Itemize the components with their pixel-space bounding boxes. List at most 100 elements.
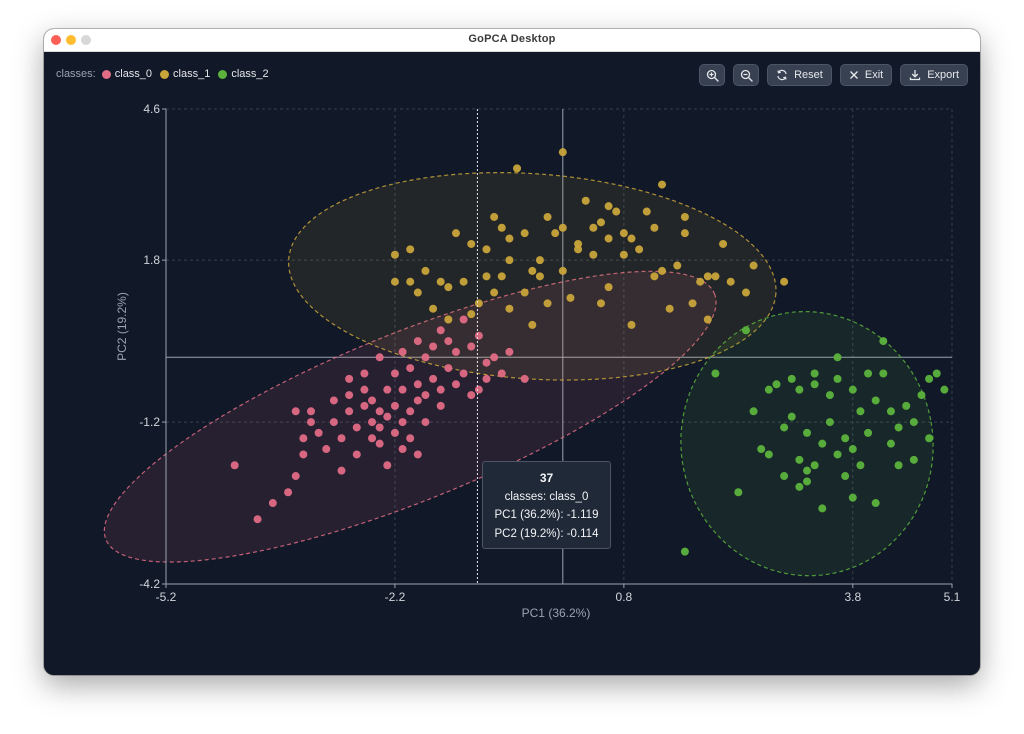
data-point-class_2-2[interactable] [734, 488, 743, 497]
data-point-class_1-55[interactable] [726, 277, 735, 286]
data-point-class_2-24[interactable] [848, 385, 857, 394]
scatter-plot[interactable]: -5.2 -2.2 0.8 3.8 5.1 -4.2 -1.2 1.8 4.6 PC1 (36.2… [44, 52, 980, 675]
data-point-class_2-52[interactable] [741, 326, 750, 335]
data-point-class_0-65[interactable] [345, 374, 354, 383]
data-point-class_1-8[interactable] [444, 315, 453, 324]
data-point-class_2-1[interactable] [711, 369, 720, 378]
data-point-class_1-39[interactable] [612, 207, 621, 216]
data-point-class_0-14[interactable] [345, 407, 354, 416]
data-point-class_0-7[interactable] [306, 407, 315, 416]
data-point-class_0-6[interactable] [306, 418, 315, 427]
reset-button[interactable]: Reset [767, 64, 832, 86]
data-point-class_1-42[interactable] [627, 320, 636, 329]
data-point-class_1-37[interactable] [604, 234, 613, 243]
data-point-class_0-54[interactable] [467, 391, 476, 400]
data-point-class_0-27[interactable] [383, 412, 392, 421]
data-point-class_1-29[interactable] [551, 229, 560, 238]
data-point-class_2-5[interactable] [772, 380, 781, 389]
data-point-class_0-50[interactable] [451, 347, 460, 356]
data-point-class_1-71[interactable] [658, 266, 667, 275]
data-point-class_2-44[interactable] [879, 369, 888, 378]
data-point-class_1-43[interactable] [635, 245, 644, 254]
data-point-class_0-61[interactable] [520, 374, 529, 383]
data-point-class_0-59[interactable] [497, 369, 506, 378]
data-point-class_2-3[interactable] [749, 407, 758, 416]
data-point-class_2-53[interactable] [764, 385, 773, 394]
data-point-class_1-45[interactable] [650, 272, 659, 281]
data-point-class_1-47[interactable] [665, 304, 674, 313]
data-point-class_0-1[interactable] [268, 499, 277, 508]
data-point-class_0-18[interactable] [360, 401, 369, 410]
data-point-class_0-24[interactable] [375, 439, 384, 448]
data-point-class_0-22[interactable] [368, 396, 377, 405]
data-point-class_1-68[interactable] [780, 277, 789, 286]
data-point-class_1-5[interactable] [421, 266, 430, 275]
data-point-class_0-67[interactable] [413, 337, 422, 346]
data-point-class_2-45[interactable] [833, 353, 842, 362]
data-point-class_1-51[interactable] [696, 277, 705, 286]
data-point-class_1-64[interactable] [589, 223, 598, 232]
data-point-class_0-62[interactable] [436, 326, 445, 335]
data-point-class_1-18[interactable] [497, 223, 506, 232]
data-point-class_0-43[interactable] [421, 391, 430, 400]
data-point-class_0-0[interactable] [230, 461, 239, 470]
data-point-class_0-64[interactable] [360, 369, 369, 378]
data-point-class_1-34[interactable] [581, 196, 590, 205]
data-point-class_2-47[interactable] [757, 445, 766, 454]
data-point-class_0-38[interactable] [413, 450, 422, 459]
data-point-class_0-12[interactable] [337, 466, 346, 475]
data-point-class_0-10[interactable] [329, 418, 338, 427]
data-point-class_0-28[interactable] [383, 461, 392, 470]
data-point-class_2-31[interactable] [871, 396, 880, 405]
minimize-window-button[interactable] [66, 35, 76, 45]
data-point-class_0-21[interactable] [368, 434, 377, 443]
data-point-class_0-63[interactable] [375, 353, 384, 362]
data-point-class_0-32[interactable] [398, 385, 407, 394]
data-point-class_2-43[interactable] [940, 385, 949, 394]
data-point-class_0-71[interactable] [474, 385, 483, 394]
data-point-class_2-20[interactable] [833, 450, 842, 459]
data-point-class_1-12[interactable] [467, 310, 476, 319]
data-point-class_2-41[interactable] [925, 434, 934, 443]
data-point-class_0-45[interactable] [429, 342, 438, 351]
data-point-class_1-44[interactable] [642, 207, 651, 216]
data-point-class_2-9[interactable] [795, 482, 804, 491]
data-point-class_1-25[interactable] [528, 320, 537, 329]
data-point-class_1-49[interactable] [680, 229, 689, 238]
data-point-class_2-27[interactable] [856, 461, 865, 470]
data-point-class_1-52[interactable] [703, 315, 712, 324]
data-point-class_1-60[interactable] [535, 272, 544, 281]
data-point-class_0-40[interactable] [413, 380, 422, 389]
data-point-class_2-34[interactable] [886, 439, 895, 448]
data-point-class_2-4[interactable] [764, 450, 773, 459]
data-point-class_1-0[interactable] [390, 277, 399, 286]
maximize-window-button[interactable] [81, 35, 91, 45]
data-point-class_1-6[interactable] [429, 304, 438, 313]
data-point-class_1-69[interactable] [528, 266, 537, 275]
data-point-class_1-58[interactable] [650, 223, 659, 232]
data-point-class_0-39[interactable] [413, 396, 422, 405]
data-point-class_2-6[interactable] [780, 472, 789, 481]
data-point-class_1-19[interactable] [497, 272, 506, 281]
data-point-class_0-30[interactable] [390, 401, 399, 410]
data-point-class_0-9[interactable] [322, 445, 331, 454]
data-point-class_0-53[interactable] [467, 342, 476, 351]
data-point-class_2-10[interactable] [795, 455, 804, 464]
data-point-class_2-26[interactable] [856, 407, 865, 416]
data-point-class_0-51[interactable] [451, 380, 460, 389]
data-point-class_2-48[interactable] [848, 493, 857, 502]
data-point-class_0-52[interactable] [459, 369, 468, 378]
data-point-class_2-0[interactable] [680, 547, 689, 556]
data-point-class_2-15[interactable] [810, 369, 819, 378]
data-point-class_1-40[interactable] [619, 250, 628, 259]
data-point-class_1-54[interactable] [719, 239, 728, 248]
data-point-class_1-56[interactable] [741, 288, 750, 297]
data-point-class_1-2[interactable] [406, 277, 415, 286]
data-point-class_2-23[interactable] [841, 472, 850, 481]
data-point-class_2-16[interactable] [818, 439, 827, 448]
data-point-class_0-56[interactable] [482, 358, 491, 367]
data-point-class_2-46[interactable] [803, 477, 812, 486]
data-point-class_1-28[interactable] [543, 299, 552, 308]
data-point-class_0-34[interactable] [398, 445, 407, 454]
data-point-class_1-36[interactable] [596, 218, 605, 227]
